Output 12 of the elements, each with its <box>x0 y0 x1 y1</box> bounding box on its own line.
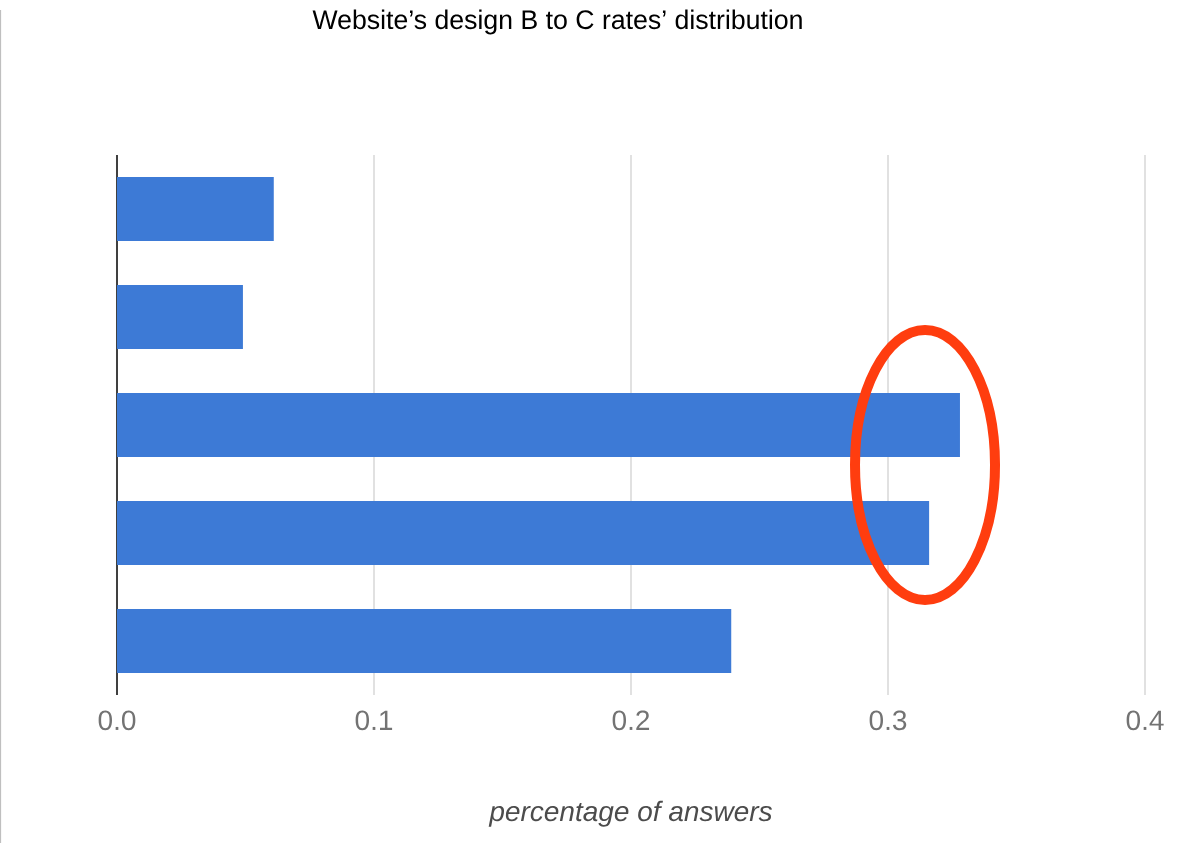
x-tick-label: 0.4 <box>1126 710 1164 731</box>
bar <box>117 177 274 241</box>
x-tick-label: 0.1 <box>355 710 393 731</box>
bar <box>117 609 732 674</box>
bar <box>117 393 960 458</box>
x-tick-label: 0.0 <box>98 710 136 731</box>
x-tick-label: 0.2 <box>612 710 650 731</box>
bar <box>117 501 930 565</box>
x-axis-title: percentage of answers <box>488 800 773 827</box>
bar <box>117 285 243 350</box>
x-tick-label: 0.3 <box>869 710 907 731</box>
chart-title: Website’s design B to C rates’ distribution <box>312 9 802 35</box>
